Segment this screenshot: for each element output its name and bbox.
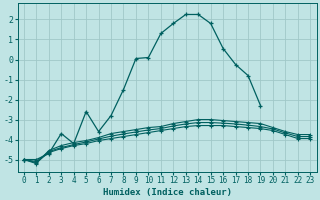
X-axis label: Humidex (Indice chaleur): Humidex (Indice chaleur) <box>103 188 232 197</box>
